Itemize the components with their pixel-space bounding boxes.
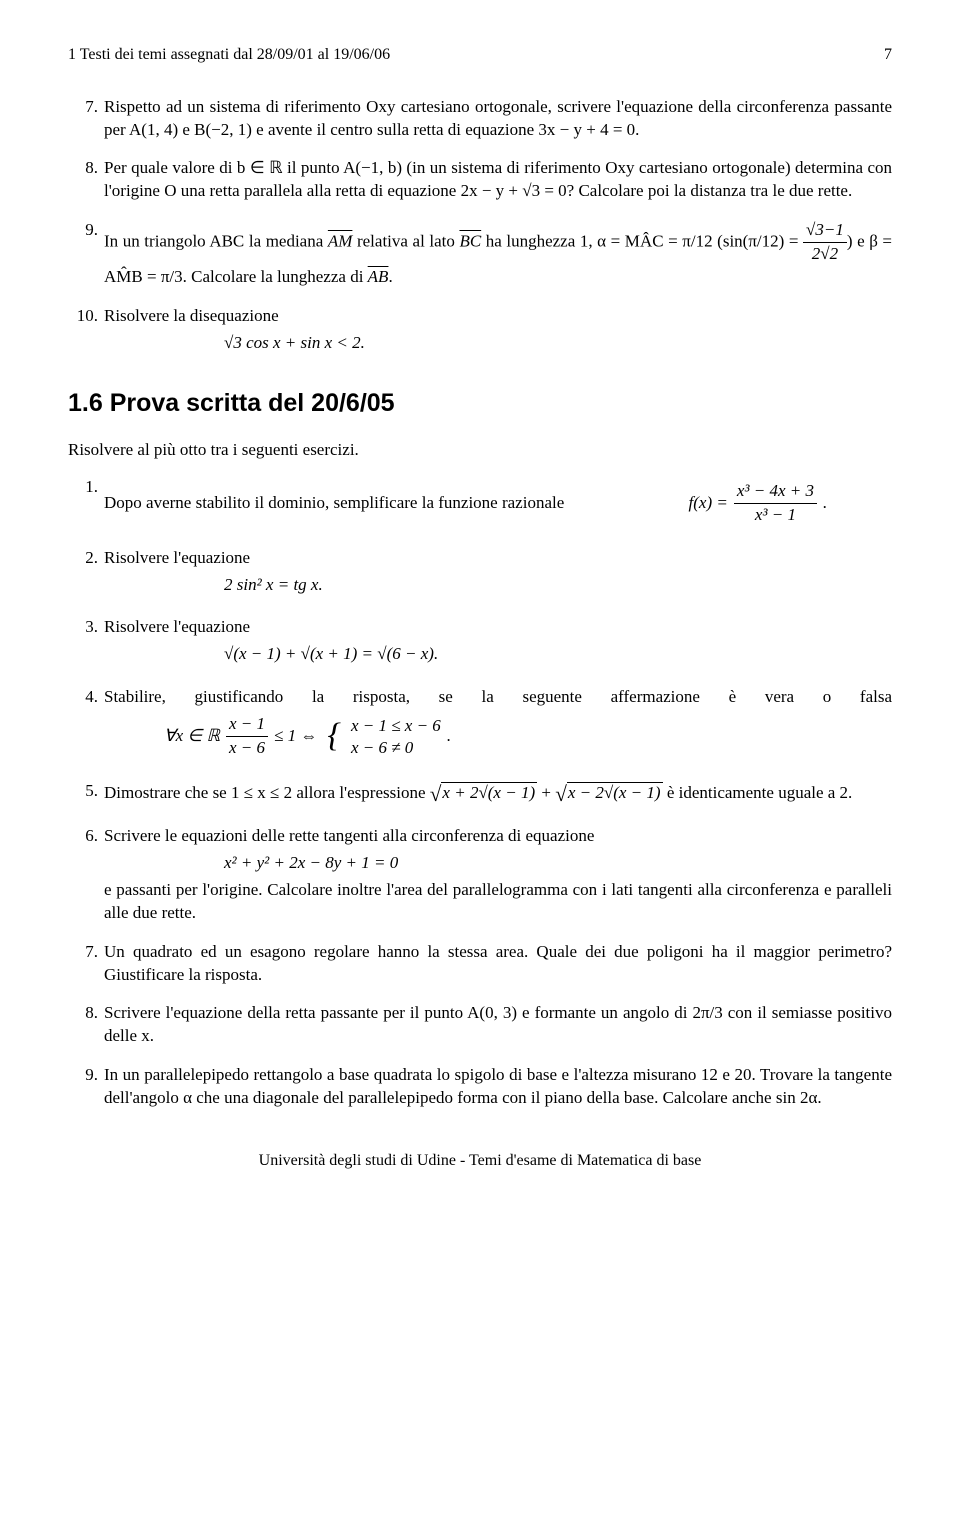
system: x − 1 ≤ x − 6 x − 6 ≠ 0	[351, 715, 441, 758]
exercise-8: 8. Per quale valore di b ∈ ℝ il punto A(…	[68, 157, 892, 203]
item-body: Un quadrato ed un esagono regolare hanno…	[104, 941, 892, 987]
fraction: √3−12√2	[803, 219, 847, 266]
segment-bc: BC	[459, 232, 481, 251]
exercise-9: 9. In un triangolo ABC la mediana AM rel…	[68, 219, 892, 289]
section-title: 1.6 Prova scritta del 20/6/05	[68, 387, 892, 421]
exercise-7: 7. Rispetto ad un sistema di riferimento…	[68, 96, 892, 142]
item-body: Risolvere l'equazione 2 sin² x = tg x.	[104, 547, 892, 601]
item-number: 4.	[68, 686, 104, 764]
equation: ∀x ∈ ℝ x − 1 x − 6 ≤ 1 ⇔ { x − 1 ≤ x − 6…	[164, 713, 451, 760]
item-body: Scrivere le equazioni delle rette tangen…	[104, 825, 892, 925]
sqrt-expr: x + 2√(x − 1)	[430, 783, 537, 802]
numerator: √3−1	[803, 219, 847, 242]
radicand: x − 2√(x − 1)	[567, 782, 663, 802]
item-number: 6.	[68, 825, 104, 925]
item-number: 1.	[68, 476, 104, 531]
equation: √3 cos x + sin x < 2.	[224, 332, 892, 355]
segment-ab: AB	[368, 267, 389, 286]
running-header: 1 Testi dei temi assegnati dal 28/09/01 …	[68, 44, 892, 66]
system-row: x − 6 ≠ 0	[351, 737, 441, 758]
text: è identicamente uguale a 2.	[663, 783, 853, 802]
text: Dimostrare che se 1 ≤ x ≤ 2 allora l'esp…	[104, 783, 430, 802]
text: B = π/3. Calcolare la lunghezza di	[131, 267, 367, 286]
fraction: x − 1 x − 6	[226, 713, 268, 760]
item-number: 9.	[68, 219, 104, 289]
equation: f(x) = x³ − 4x + 3 x³ − 1 .	[689, 480, 828, 527]
text: Stabilire, giustificando la risposta, se…	[104, 687, 892, 706]
exercise-b4: 4. Stabilire, giustificando la risposta,…	[68, 686, 892, 764]
period: .	[823, 492, 827, 515]
text: Risolvere l'equazione	[104, 548, 250, 567]
exercise-b5: 5. Dimostrare che se 1 ≤ x ≤ 2 allora l'…	[68, 780, 892, 809]
denominator: 2√2	[803, 242, 847, 266]
item-body: Rispetto ad un sistema di riferimento Ox…	[104, 96, 892, 142]
exercise-b3: 3. Risolvere l'equazione √(x − 1) + √(x …	[68, 616, 892, 670]
angle-hat: M̂	[116, 267, 131, 286]
text: Risolvere l'equazione	[104, 617, 250, 636]
item-number: 10.	[68, 305, 104, 359]
exercise-b9: 9. In un parallelepipedo rettangolo a ba…	[68, 1064, 892, 1110]
page-number: 7	[884, 44, 892, 66]
segment-am: AM	[328, 232, 353, 251]
item-body: Per quale valore di b ∈ ℝ il punto A(−1,…	[104, 157, 892, 203]
item-body: Dopo averne stabilito il dominio, sempli…	[104, 476, 892, 531]
item-body: Scrivere l'equazione della retta passant…	[104, 1002, 892, 1048]
plus: +	[537, 783, 555, 802]
denominator: x³ − 1	[734, 503, 817, 527]
equation: √(x − 1) + √(x + 1) = √(6 − x).	[224, 643, 892, 666]
item-number: 7.	[68, 96, 104, 142]
item-number: 9.	[68, 1064, 104, 1110]
period: .	[447, 725, 451, 748]
numerator: x − 1	[226, 713, 268, 736]
exercise-b6: 6. Scrivere le equazioni delle rette tan…	[68, 825, 892, 925]
exercise-b2: 2. Risolvere l'equazione 2 sin² x = tg x…	[68, 547, 892, 601]
equation: 2 sin² x = tg x.	[224, 574, 892, 597]
exercise-10: 10. Risolvere la disequazione √3 cos x +…	[68, 305, 892, 359]
system-row: x − 1 ≤ x − 6	[351, 715, 441, 736]
forall: ∀x ∈ ℝ	[164, 725, 220, 748]
exercise-b7: 7. Un quadrato ed un esagono regolare ha…	[68, 941, 892, 987]
text: e passanti per l'origine. Calcolare inol…	[104, 880, 892, 922]
item-number: 5.	[68, 780, 104, 809]
item-number: 7.	[68, 941, 104, 987]
equation: x² + y² + 2x − 8y + 1 = 0	[224, 852, 892, 875]
brace-icon: {	[327, 721, 341, 752]
text: Risolvere la disequazione	[104, 306, 279, 325]
text: In un triangolo ABC la mediana	[104, 232, 328, 251]
item-body: Risolvere l'equazione √(x − 1) + √(x + 1…	[104, 616, 892, 670]
header-text: 1 Testi dei temi assegnati dal 28/09/01 …	[68, 44, 390, 66]
text: relativa al lato	[352, 232, 459, 251]
text: C = π/12 (sin(π/12) =	[652, 232, 803, 251]
iff: ≤ 1 ⇔	[274, 725, 317, 748]
exercise-list-top: 7. Rispetto ad un sistema di riferimento…	[68, 96, 892, 359]
denominator: x − 6	[226, 736, 268, 760]
numerator: x³ − 4x + 3	[734, 480, 817, 503]
sqrt-expr: x − 2√(x − 1)	[555, 783, 662, 802]
text: Scrivere le equazioni delle rette tangen…	[104, 826, 594, 845]
item-body: In un parallelepipedo rettangolo a base …	[104, 1064, 892, 1110]
section-intro: Risolvere al più otto tra i seguenti ese…	[68, 439, 892, 462]
text: Dopo averne stabilito il dominio, sempli…	[104, 493, 564, 512]
item-number: 8.	[68, 157, 104, 203]
exercise-b8: 8. Scrivere l'equazione della retta pass…	[68, 1002, 892, 1048]
item-number: 3.	[68, 616, 104, 670]
item-number: 2.	[68, 547, 104, 601]
item-body: Stabilire, giustificando la risposta, se…	[104, 686, 892, 764]
text: ha lunghezza 1, α = M	[481, 232, 640, 251]
exercise-list-main: 1. Dopo averne stabilito il dominio, sem…	[68, 476, 892, 1111]
text: .	[388, 267, 392, 286]
item-number: 8.	[68, 1002, 104, 1048]
item-body: Dimostrare che se 1 ≤ x ≤ 2 allora l'esp…	[104, 780, 892, 809]
exercise-b1: 1. Dopo averne stabilito il dominio, sem…	[68, 476, 892, 531]
item-body: In un triangolo ABC la mediana AM relati…	[104, 219, 892, 289]
fraction: x³ − 4x + 3 x³ − 1	[734, 480, 817, 527]
angle-hat: Â	[640, 232, 652, 251]
fx-label: f(x) =	[689, 492, 728, 515]
radicand: x + 2√(x − 1)	[441, 782, 537, 802]
page-footer: Università degli studi di Udine - Temi d…	[68, 1150, 892, 1172]
item-body: Risolvere la disequazione √3 cos x + sin…	[104, 305, 892, 359]
